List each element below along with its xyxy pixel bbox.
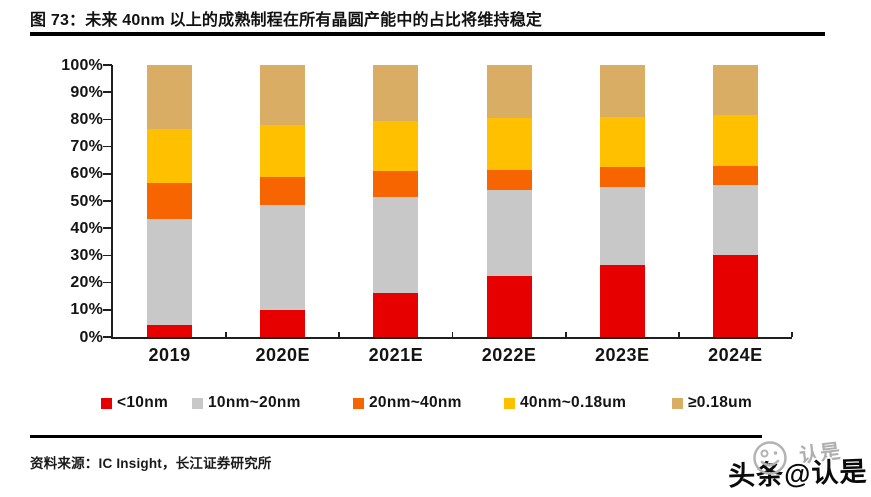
bar-segment-40nm~0.18um — [486, 118, 532, 170]
y-axis-tick — [103, 254, 112, 257]
legend-swatch-icon — [353, 397, 364, 409]
legend-swatch-icon — [192, 397, 203, 409]
y-axis-tick-label: 40% — [70, 219, 103, 237]
legend-label: 10nm~20nm — [208, 394, 301, 411]
y-axis-tick — [103, 91, 112, 94]
bar-2023E — [599, 65, 645, 337]
y-axis-tick-label: 50% — [70, 192, 103, 210]
legend-item-10nm~20nm: 10nm~20nm — [192, 393, 301, 413]
source-text: IC Insight，长江证券研究所 — [98, 456, 272, 471]
bar-2020E — [260, 65, 306, 337]
y-axis-tick — [103, 118, 112, 121]
bar-segment-20nm~40nm — [147, 183, 193, 219]
watermark-text: 头条@认是 — [727, 456, 868, 492]
bar-segment-≥0.18um — [712, 65, 758, 116]
y-axis-line — [111, 65, 113, 339]
y-axis-tick — [103, 336, 112, 338]
x-axis-category-label: 2019 — [148, 345, 191, 365]
bar-segment-40nm~0.18um — [147, 128, 193, 184]
legend-swatch-icon — [672, 397, 683, 409]
y-axis-tick-label: 70% — [70, 138, 103, 156]
x-axis-tick — [225, 331, 228, 337]
legend-item-<10nm: <10nm — [101, 393, 168, 413]
smiley-face-icon — [753, 441, 787, 475]
bar-segment-20nm~40nm — [260, 176, 306, 206]
footer-divider — [30, 435, 762, 439]
title-underline — [30, 32, 825, 36]
legend-item-≥0.18um: ≥0.18um — [672, 393, 752, 413]
bar-segment-10nm~20nm — [486, 190, 532, 276]
bar-2022E — [486, 65, 532, 337]
y-axis-tick-label: 90% — [70, 83, 103, 101]
bar-segment-20nm~40nm — [486, 169, 532, 191]
y-axis-tick-label: 10% — [70, 301, 103, 319]
bar-segment-40nm~0.18um — [373, 120, 419, 172]
bar-segment-40nm~0.18um — [599, 116, 645, 168]
y-axis-tick — [103, 64, 112, 66]
legend-label: 20nm~40nm — [369, 394, 462, 411]
y-axis-tick-label: 100% — [61, 56, 103, 74]
bar-segment-<10nm — [260, 309, 306, 337]
bar-segment-≥0.18um — [147, 65, 193, 129]
bar-2024E — [712, 65, 758, 337]
bar-segment-10nm~20nm — [712, 184, 758, 256]
bar-segment-<10nm — [486, 275, 532, 337]
y-axis-tick — [103, 145, 112, 148]
y-axis-tick-label: 60% — [70, 165, 103, 183]
bar-2021E — [373, 65, 419, 337]
legend-item-40nm~0.18um: 40nm~0.18um — [504, 393, 626, 413]
source-label: 资料来源： — [30, 456, 99, 471]
x-axis-category-label: 2022E — [481, 345, 537, 365]
bar-segment-≥0.18um — [486, 65, 532, 119]
x-axis-line — [111, 336, 792, 339]
x-axis-tick — [564, 331, 567, 337]
figure-title: 图 73：未来 40nm 以上的成熟制程在所有晶圆产能中的占比将维持稳定 — [30, 12, 543, 29]
x-axis-category-label: 2020E — [255, 345, 311, 365]
bar-segment-10nm~20nm — [373, 196, 419, 294]
bar-segment-10nm~20nm — [599, 187, 645, 265]
legend-label: 40nm~0.18um — [520, 394, 627, 411]
x-axis-category-label: 2024E — [708, 345, 763, 365]
x-axis-category-label: 2023E — [594, 345, 650, 365]
y-axis-tick-label: 30% — [70, 246, 103, 264]
bar-segment-20nm~40nm — [599, 167, 645, 188]
y-axis-tick-label: 80% — [70, 110, 103, 128]
bar-segment-10nm~20nm — [147, 218, 193, 325]
y-axis-tick — [103, 200, 112, 202]
y-axis-tick — [103, 308, 112, 311]
y-axis-tick-label: 0% — [79, 328, 103, 346]
x-axis-tick — [677, 331, 680, 337]
bar-segment-<10nm — [712, 255, 758, 337]
source-note: 资料来源：IC Insight，长江证券研究所 — [30, 452, 272, 472]
x-axis-tick — [338, 331, 341, 337]
y-axis-tick — [103, 227, 112, 230]
x-axis-category-label: 2021E — [368, 345, 424, 365]
bar-segment-<10nm — [599, 264, 645, 337]
legend-item-20nm~40nm: 20nm~40nm — [353, 393, 462, 413]
y-axis-tick-label: 20% — [70, 274, 103, 292]
legend-label: ≥0.18um — [688, 394, 753, 411]
legend-label: <10nm — [117, 394, 169, 411]
bar-2019 — [147, 65, 193, 337]
stacked-bar-chart: 0% 10% 20% 30% 40% 50% 60% 70% 80% 90% 100% 2019 202… — [0, 40, 871, 430]
bar-segment-10nm~20nm — [260, 205, 306, 310]
bar-segment-<10nm — [373, 293, 419, 337]
bar-segment-≥0.18um — [260, 65, 306, 125]
x-axis-tick — [451, 331, 454, 337]
bar-segment-<10nm — [147, 324, 193, 337]
y-axis-tick — [103, 281, 112, 284]
y-axis-tick — [103, 172, 112, 175]
bar-segment-20nm~40nm — [712, 165, 758, 185]
bar-segment-40nm~0.18um — [260, 124, 306, 177]
bar-segment-20nm~40nm — [373, 171, 419, 197]
bar-segment-≥0.18um — [599, 65, 645, 117]
legend-swatch-icon — [101, 397, 112, 409]
bar-segment-40nm~0.18um — [712, 115, 758, 166]
legend-swatch-icon — [504, 397, 515, 409]
x-axis-tick — [791, 331, 793, 337]
bar-segment-≥0.18um — [373, 65, 419, 121]
